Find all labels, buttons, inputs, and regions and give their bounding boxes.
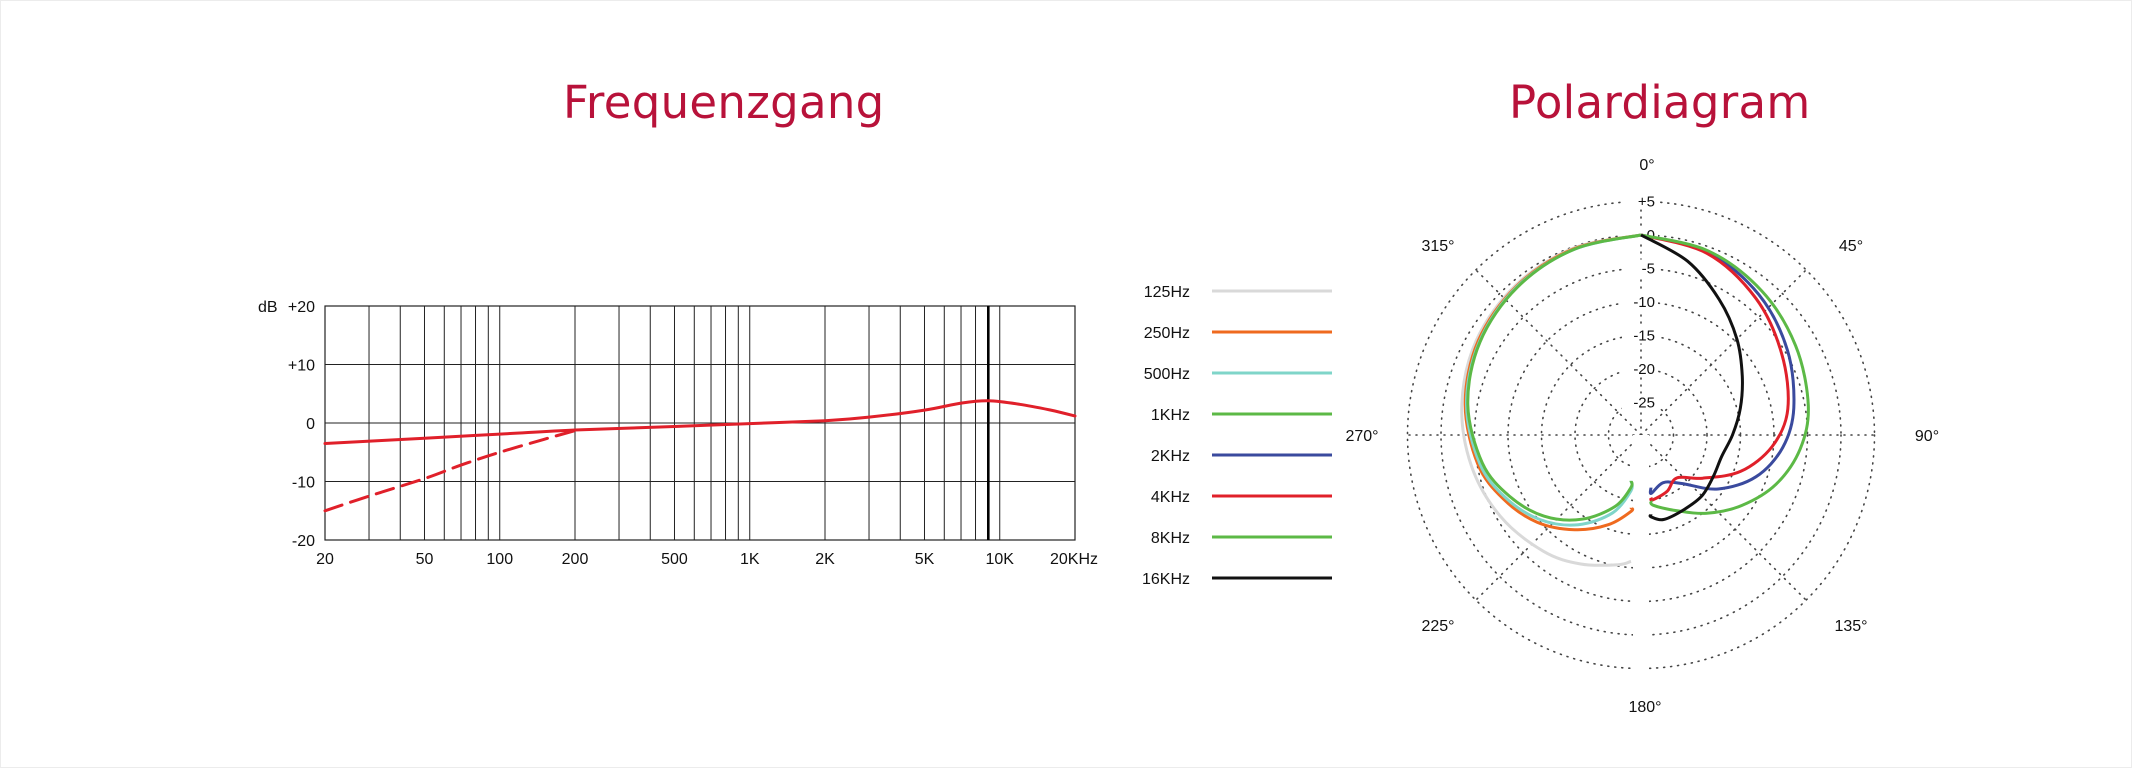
- polar-grid-circle: [1574, 368, 1708, 502]
- polar-grid-circle: [1607, 401, 1675, 469]
- polar-legend: 125Hz 250Hz 500Hz 1KHz 2KHz 4KHz 8KHz 16KHz: [1142, 284, 1332, 588]
- polar-diagram-title: Polardiagram: [1509, 76, 1811, 129]
- freq-series-dashed: [323, 429, 577, 513]
- freq-x-tick-label: 500: [661, 551, 688, 568]
- polar-angle-label: 270°: [1345, 428, 1378, 445]
- freq-plot-frame: [324, 305, 1076, 541]
- freq-y-tick-label: -10: [292, 475, 315, 492]
- polar-angle-label: 90°: [1915, 428, 1939, 445]
- freq-x-tick-label: 2K: [815, 551, 835, 568]
- frequency-response-chart: +20 +10 0 -10 -20 dB 20 50 100 200 500 1K 2K 5K 10K 20K…: [258, 299, 1098, 568]
- polar-center-gap: [1633, 435, 1649, 679]
- polar-angle-label: 45°: [1839, 238, 1863, 255]
- polar-angle-label: 135°: [1834, 618, 1867, 635]
- polar-radial-label-bg: [1622, 259, 1658, 277]
- polar-series-8khz: [1640, 233, 1810, 515]
- freq-x-tick-label: 50: [416, 551, 434, 568]
- polar-grid-spoke: [1475, 269, 1642, 436]
- polar-radial-label-bg: [1622, 326, 1658, 344]
- polar-series-2khz: [1640, 233, 1796, 495]
- polar-legend-label: 500Hz: [1144, 366, 1190, 383]
- freq-x-tick-label: 5K: [915, 551, 935, 568]
- freq-series-solid: [323, 399, 1077, 445]
- freq-y-axis-label: dB: [258, 299, 278, 316]
- polar-angle-label: 225°: [1421, 618, 1454, 635]
- polar-radial-label: -25: [1633, 395, 1655, 412]
- polar-radial-label: -5: [1642, 261, 1655, 278]
- polar-radial-label: -20: [1633, 361, 1655, 378]
- frequency-response-title: Frequenzgang: [563, 76, 885, 129]
- polar-legend-label: 125Hz: [1144, 284, 1190, 301]
- polar-radial-label-bg: [1622, 360, 1658, 377]
- polar-legend-label: 4KHz: [1151, 489, 1190, 506]
- polar-radial-label: +5: [1638, 194, 1655, 211]
- freq-x-tick-label: 1K: [740, 551, 760, 568]
- polar-chart: +50-5-10-15-20-250°45°90°135°180°225°270…: [1345, 157, 1939, 716]
- polar-radial-label-bg: [1622, 192, 1658, 210]
- polar-grid-circle: [1440, 234, 1842, 636]
- polar-radial-label: -10: [1633, 294, 1655, 311]
- polar-angle-label: 0°: [1639, 157, 1654, 174]
- freq-x-tick-label: 100: [486, 551, 513, 568]
- polar-radial-label-bg: [1622, 293, 1658, 310]
- freq-x-tick-label: 20KHz: [1050, 551, 1098, 568]
- polar-legend-label: 250Hz: [1144, 325, 1190, 342]
- freq-y-tick-label: +20: [288, 299, 315, 316]
- polar-radial-label: -15: [1633, 328, 1655, 345]
- freq-x-tick-label: 200: [562, 551, 589, 568]
- polar-angle-label: 180°: [1628, 699, 1661, 716]
- freq-y-tick-label: 0: [306, 416, 315, 433]
- polar-series-125hz: [1460, 233, 1642, 567]
- polar-legend-label: 16KHz: [1142, 571, 1190, 588]
- polar-angle-label: 315°: [1421, 238, 1454, 255]
- freq-y-tick-label: -20: [292, 533, 315, 550]
- polar-series-16khz: [1640, 233, 1744, 522]
- polar-legend-label: 8KHz: [1151, 530, 1190, 547]
- freq-x-tick-label: 20: [316, 551, 334, 568]
- polar-legend-label: 2KHz: [1151, 448, 1190, 465]
- polar-legend-label: 1KHz: [1151, 407, 1190, 424]
- polar-radial-label-bg: [1622, 393, 1658, 411]
- freq-y-tick-label: +10: [288, 358, 315, 375]
- polar-series-4khz: [1640, 233, 1790, 502]
- freq-x-tick-label: 10K: [986, 551, 1015, 568]
- polar-series-1khz: [1466, 233, 1642, 522]
